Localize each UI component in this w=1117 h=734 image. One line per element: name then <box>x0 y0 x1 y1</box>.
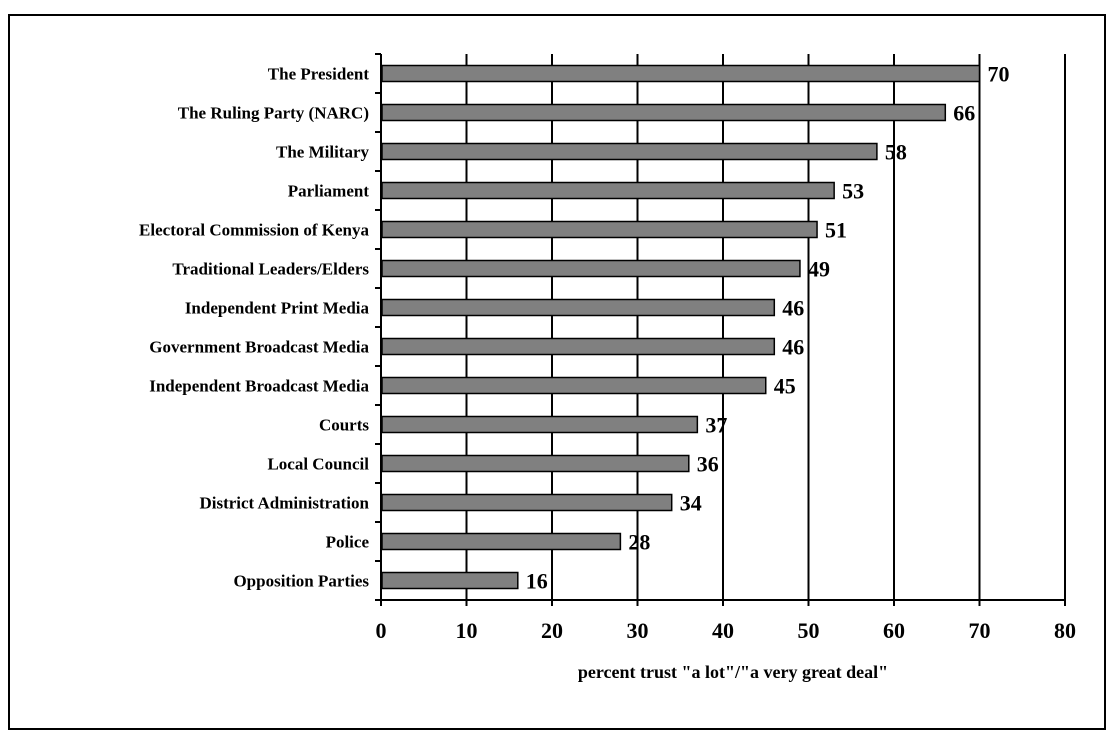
x-tick-label: 50 <box>798 618 820 643</box>
category-label: The Ruling Party (NARC) <box>178 104 369 123</box>
data-label: 53 <box>842 179 864 204</box>
category-label: Traditional Leaders/Elders <box>172 260 369 279</box>
x-tick-label: 0 <box>376 618 387 643</box>
data-label: 66 <box>953 101 975 126</box>
category-label: Opposition Parties <box>233 572 369 591</box>
category-label: Independent Print Media <box>185 299 370 318</box>
data-label: 37 <box>705 413 727 438</box>
x-tick-label: 20 <box>541 618 563 643</box>
category-label: Electoral Commission of Kenya <box>139 221 369 240</box>
bar <box>381 493 673 512</box>
x-axis-title: percent trust "a lot"/"a very great deal… <box>578 662 888 682</box>
bar <box>381 454 690 473</box>
bar <box>381 64 981 83</box>
data-label: 70 <box>988 62 1010 87</box>
bar <box>381 142 878 161</box>
category-label: Parliament <box>288 182 370 201</box>
x-tick-label: 60 <box>883 618 905 643</box>
x-tick-label: 10 <box>456 618 478 643</box>
x-tick-label: 30 <box>627 618 649 643</box>
category-label: Government Broadcast Media <box>149 338 369 357</box>
category-label: Courts <box>319 416 369 435</box>
bar <box>381 298 776 317</box>
bar <box>381 220 818 239</box>
category-label: The President <box>268 65 370 84</box>
data-label: 16 <box>526 569 548 594</box>
x-tick-label: 80 <box>1054 618 1076 643</box>
category-label: District Administration <box>199 494 369 513</box>
chart-frame: 0 10 20 30 40 50 60 70 80 The President 70 The Ruli… <box>8 14 1106 730</box>
bar-chart: 0 10 20 30 40 50 60 70 80 The President 70 The Ruli… <box>139 53 1076 682</box>
bar <box>381 259 801 278</box>
data-label: 58 <box>885 140 907 165</box>
bar <box>381 181 835 200</box>
data-label: 36 <box>697 452 719 477</box>
bar <box>381 103 947 122</box>
bar <box>381 532 622 551</box>
category-label: Police <box>326 533 370 552</box>
data-label: 46 <box>782 296 804 321</box>
category-label: Local Council <box>267 455 369 474</box>
data-label: 49 <box>808 257 830 282</box>
data-label: 46 <box>782 335 804 360</box>
data-label: 51 <box>825 218 847 243</box>
x-tick-label: 40 <box>712 618 734 643</box>
bar <box>381 415 699 434</box>
bar <box>381 376 767 395</box>
category-label: Independent Broadcast Media <box>149 377 369 396</box>
data-label: 45 <box>774 374 796 399</box>
data-label: 34 <box>680 491 702 516</box>
x-tick-label: 70 <box>969 618 991 643</box>
bar <box>381 337 776 356</box>
data-label: 28 <box>628 530 650 555</box>
bar <box>381 571 519 590</box>
category-label: The Military <box>276 143 370 162</box>
